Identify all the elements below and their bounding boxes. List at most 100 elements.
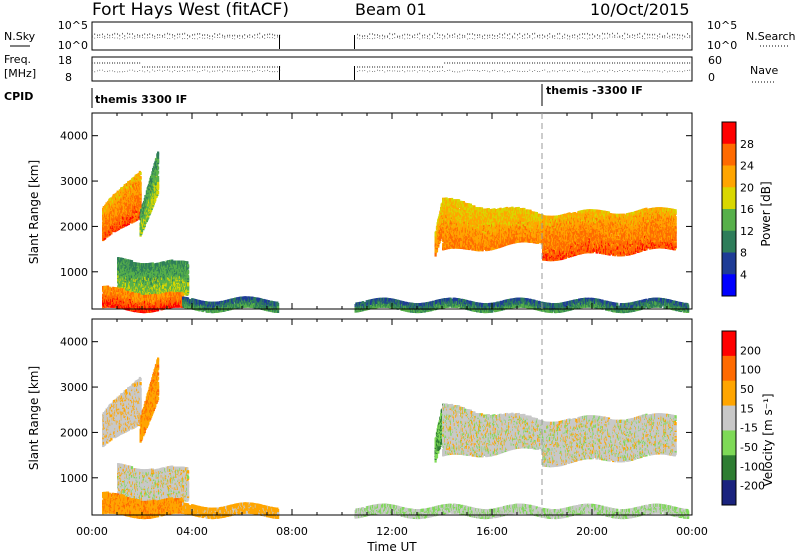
power-cell: [113, 222, 116, 226]
freq-label-line2: [MHz]: [4, 67, 36, 80]
power-cell: [187, 269, 190, 273]
power-cell: [123, 203, 126, 207]
noise-right-tick-bottom: 10^0: [707, 39, 737, 52]
freq-right-tick-bottom: 0: [708, 71, 715, 84]
power-cell: [110, 231, 113, 235]
power-cell: [157, 176, 160, 180]
power-cell: [122, 270, 125, 274]
power-cell: [157, 170, 160, 174]
beam-label: Beam 01: [355, 0, 427, 19]
power-cell: [140, 229, 144, 233]
power-echo-data: [102, 151, 690, 314]
power-cell: [106, 234, 109, 238]
power-cell: [139, 201, 142, 205]
noise-right-label: N.Search: [746, 30, 796, 43]
power-cell: [142, 216, 145, 220]
power-cell: [130, 216, 133, 220]
power-cell: [138, 172, 141, 176]
power-cell: [105, 225, 108, 229]
power-cell: [150, 195, 153, 199]
power-cell: [139, 175, 142, 180]
date-label: 10/Oct/2015: [590, 0, 690, 19]
freq-panel-frame: [91, 56, 693, 82]
power-cell: [105, 228, 108, 232]
power-cell: [139, 190, 142, 195]
power-cell: [127, 211, 130, 215]
power-cell: [139, 207, 142, 211]
power-cell: [157, 190, 160, 195]
power-cell: [132, 184, 135, 188]
power-cell: [157, 151, 160, 155]
power-cell: [157, 158, 160, 162]
freq-left-tick-bottom: 8: [65, 71, 72, 84]
noise-left-label: N.Sky: [4, 30, 36, 43]
power-cell: [157, 182, 160, 186]
power-cell: [144, 220, 147, 225]
power-cell: [124, 216, 128, 220]
nave-trace: [92, 69, 691, 73]
power-cell: [156, 162, 159, 166]
power-cell: [147, 206, 150, 210]
power-cell: [147, 273, 150, 278]
power-cell: [139, 171, 142, 175]
freq-label-line1: Freq.: [4, 53, 31, 66]
power-cell: [139, 185, 142, 189]
noise-left-tick-top: 10^5: [58, 19, 88, 32]
power-cell: [125, 209, 128, 213]
power-cell: [157, 166, 160, 170]
power-cell: [145, 218, 148, 223]
power-cell: [145, 195, 148, 199]
power-cell: [187, 275, 190, 279]
power-cell: [132, 188, 135, 192]
power-cell: [187, 264, 190, 268]
power-cell: [113, 193, 116, 197]
power-cell: [117, 205, 120, 209]
freq-traces: [92, 62, 691, 73]
power-cell: [127, 192, 130, 196]
power-cell: [149, 272, 152, 276]
power-cell: [134, 218, 137, 222]
power-cell: [139, 204, 142, 208]
power-cell: [115, 217, 118, 221]
power-cell: [104, 204, 107, 208]
power-cell: [135, 212, 138, 216]
freq-right-tick-top: 60: [708, 54, 722, 67]
power-cell: [148, 262, 152, 266]
cpid-label: CPID: [4, 90, 33, 103]
power-cell: [102, 206, 105, 210]
power-cell: [139, 181, 142, 185]
noise-left-tick-bottom: 10^0: [58, 39, 88, 52]
noise-search-trace: [92, 36, 691, 40]
power-cell: [130, 260, 134, 264]
power-cell: [157, 155, 160, 159]
power-cell: [118, 219, 121, 223]
frequency-trace: [92, 62, 691, 68]
power-cell: [107, 233, 110, 237]
power-cell: [120, 187, 123, 191]
power-cell: [151, 190, 154, 194]
noise-sky-trace: [92, 32, 691, 38]
power-cell: [122, 213, 125, 217]
power-cell: [164, 285, 167, 289]
noise-right-tick-top: 10^5: [707, 19, 737, 32]
power-cell: [150, 181, 153, 185]
power-cell: [147, 200, 151, 204]
noise-panel-frame: [91, 21, 693, 51]
noise-traces: [92, 32, 691, 80]
power-cell: [131, 194, 134, 198]
power-cell: [146, 198, 149, 202]
power-cell: [150, 206, 153, 211]
power-cell: [119, 206, 122, 210]
power-cell: [136, 173, 139, 178]
power-cell: [186, 261, 189, 265]
plot-title: Fort Hays West (fitACF): [92, 0, 289, 20]
power-cell: [157, 178, 160, 182]
cpid-segment-1: themis 3300 IF: [95, 93, 187, 106]
power-cell: [111, 200, 114, 204]
power-cell: [143, 218, 146, 222]
power-cell: [157, 285, 161, 289]
cpid-segment-2: themis -3300 IF: [546, 84, 643, 97]
power-cell: [122, 211, 125, 215]
power-cell: [123, 214, 126, 218]
